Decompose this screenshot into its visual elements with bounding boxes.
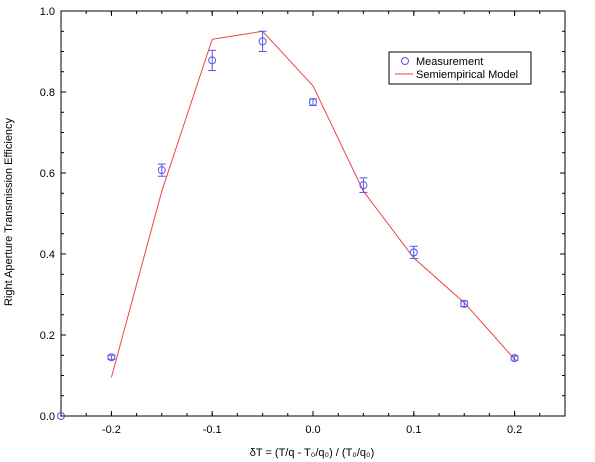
measurement-point	[57, 412, 65, 420]
y-tick-label: 1.0	[40, 6, 55, 18]
x-tick-label: -0.1	[203, 424, 222, 436]
x-tick-label: 0.2	[507, 424, 522, 436]
x-tick-label: -0.2	[102, 424, 121, 436]
y-axis-label: Right Aperture Transmission Efficiency	[3, 117, 15, 306]
measurement-point	[309, 98, 317, 107]
y-tick-label: 0.0	[40, 411, 55, 423]
y-tick-label: 0.6	[40, 168, 55, 180]
x-axis-label: δT = (T/q - T₀/q₀) / (T₀/q₀)	[250, 447, 375, 459]
measurement-marker	[57, 412, 65, 420]
legend-model-label: Semiempirical Model	[416, 69, 518, 81]
y-axis-ticks: 0.0 0.2 0.4 0.6 0.8 1.0	[40, 6, 565, 423]
measurement-point	[359, 177, 368, 193]
measurement-point	[208, 49, 217, 72]
y-tick-label: 0.4	[40, 249, 55, 261]
legend: Measurement Semiempirical Model	[388, 51, 532, 85]
measurement-point	[460, 299, 469, 308]
measurement-marker	[460, 299, 469, 308]
y-tick-label: 0.2	[40, 330, 55, 342]
measurement-marker	[208, 56, 217, 65]
measurement-point	[157, 163, 166, 177]
x-tick-label: 0.0	[305, 424, 320, 436]
measurement-point	[510, 354, 519, 363]
measurement-marker	[157, 166, 166, 175]
legend-measurement-label: Measurement	[416, 56, 483, 68]
legend-measurement-marker	[401, 57, 409, 65]
y-tick-label: 0.8	[40, 87, 55, 99]
measurement-marker	[107, 353, 116, 362]
measurement-marker	[510, 354, 519, 363]
measurement-marker	[309, 98, 317, 107]
measurement-point	[107, 353, 116, 362]
measurement-series	[57, 30, 519, 420]
measurement-marker	[258, 37, 267, 46]
measurement-marker	[359, 181, 368, 190]
x-axis-ticks: -0.2 -0.1 0.0 0.1 0.2	[60, 11, 566, 436]
measurement-marker	[409, 248, 418, 257]
x-tick-label: 0.1	[406, 424, 421, 436]
measurement-point	[258, 30, 267, 52]
model-line	[110, 30, 515, 378]
model-series	[110, 30, 515, 378]
measurement-point	[409, 245, 418, 259]
legend-box	[388, 51, 532, 85]
